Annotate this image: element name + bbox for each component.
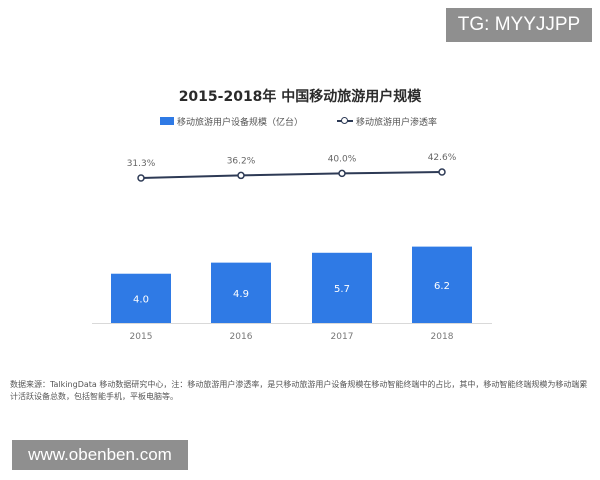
source-note: 数据来源：TalkingData 移动数据研究中心，注：移动旅游用户渗透率，是只… — [10, 380, 588, 401]
line-value-label: 42.6% — [428, 153, 457, 163]
legend-bar-label: 移动旅游用户设备规模（亿台） — [177, 117, 304, 128]
legend-line-swatch — [337, 117, 354, 124]
line-value-label: 36.2% — [227, 156, 256, 166]
bar-2017 — [312, 252, 372, 323]
x-tick-label: 2015 — [130, 332, 153, 342]
penetration-line — [140, 171, 443, 179]
line-point-2017 — [338, 169, 346, 178]
line-point-2018 — [438, 168, 446, 176]
bar-value-label: 5.7 — [334, 284, 350, 295]
legend-bar-swatch — [160, 117, 174, 125]
bar-value-label: 4.0 — [133, 294, 149, 305]
line-value-label: 31.3% — [127, 159, 156, 169]
x-tick-label: 2016 — [230, 332, 253, 342]
line-value-label: 40.0% — [328, 154, 357, 164]
x-tick-label: 2018 — [431, 332, 454, 342]
chart-legend: 移动旅游用户设备规模（亿台） 移动旅游用户渗透率 — [160, 114, 437, 128]
line-point-2016 — [237, 171, 245, 180]
watermark-bottom: www.obenben.com — [12, 440, 188, 470]
legend-line-label: 移动旅游用户渗透率 — [356, 117, 438, 128]
x-tick-label: 2017 — [331, 332, 354, 342]
bar-2018 — [412, 246, 472, 323]
chart-title: 2015-2018年 中国移动旅游用户规模 — [178, 89, 422, 105]
bar-value-label: 4.9 — [233, 289, 249, 300]
line-point-2015 — [137, 174, 145, 182]
bar-2015 — [111, 273, 171, 323]
bar-2016 — [211, 262, 271, 323]
bar-value-label: 6.2 — [434, 281, 450, 292]
watermark-top: TG: MYYJJPP — [446, 8, 592, 42]
